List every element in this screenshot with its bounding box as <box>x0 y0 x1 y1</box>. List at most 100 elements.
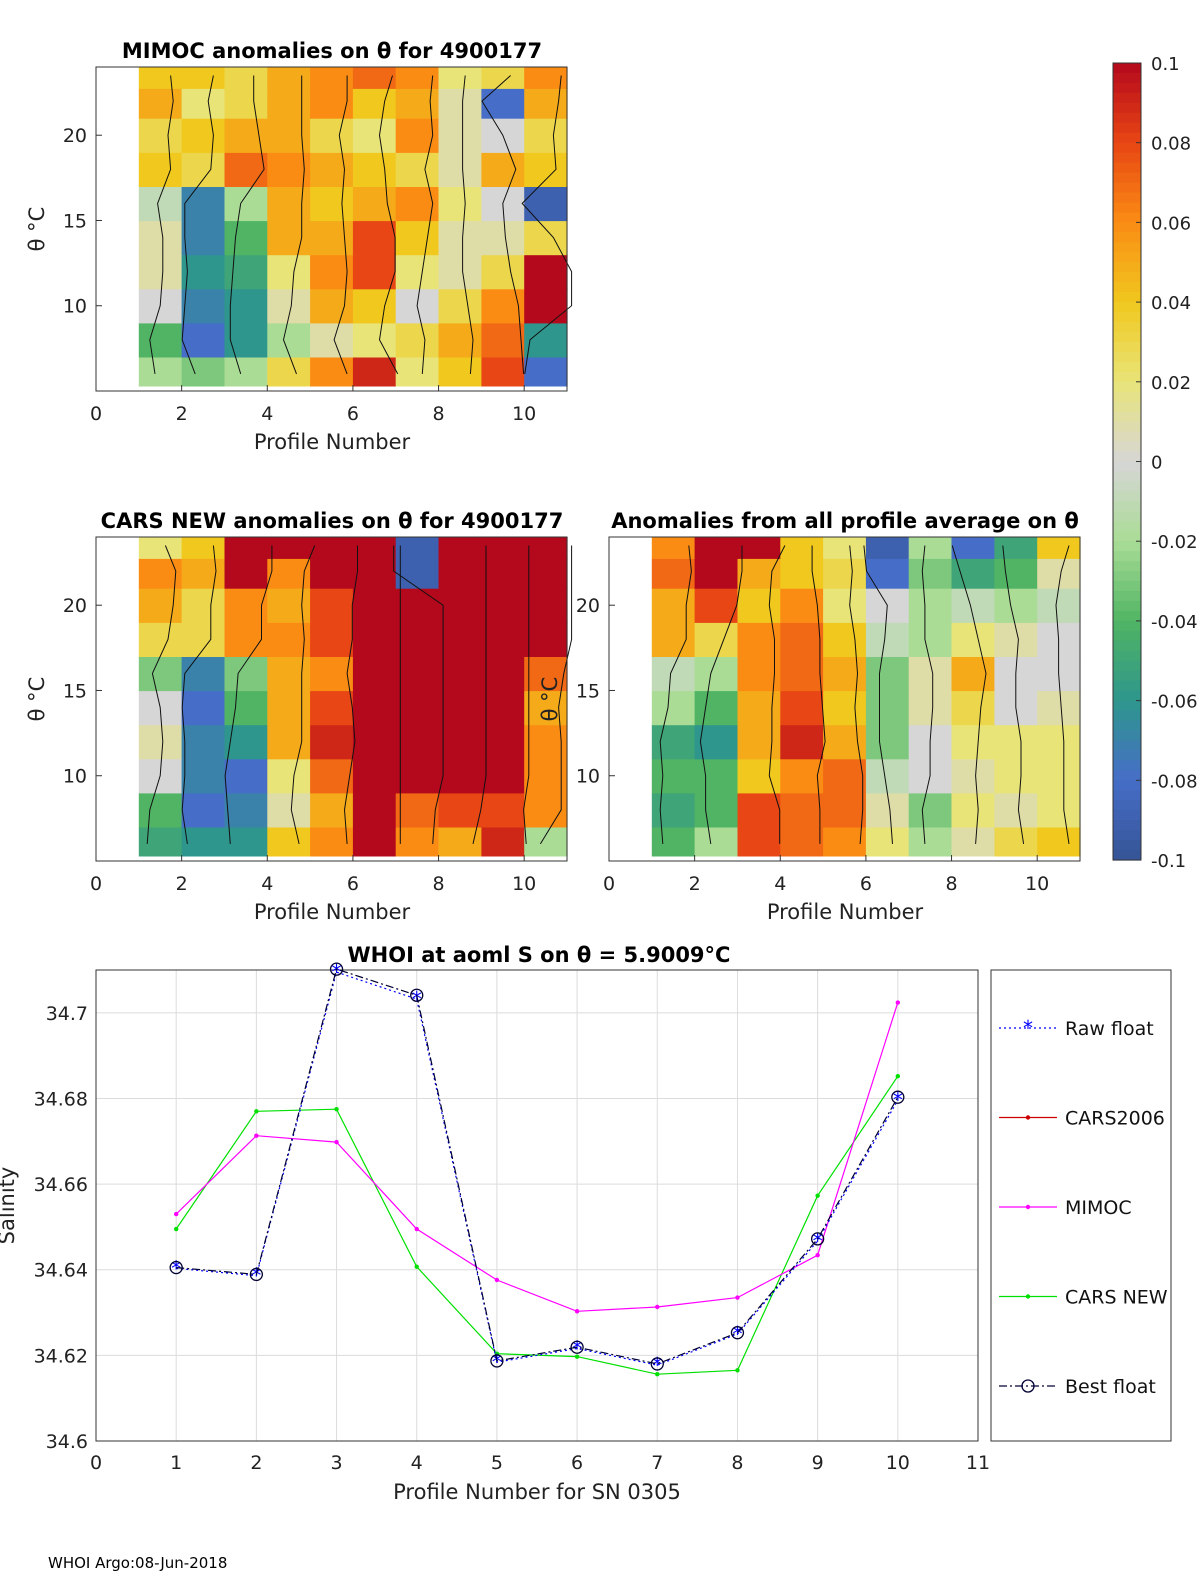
heatmap-cell <box>481 690 525 726</box>
heatmap-cell <box>352 288 397 324</box>
x-tick-label: 8 <box>945 873 957 895</box>
data-point-mimoc <box>735 1295 740 1300</box>
heatmap-cell <box>865 826 910 857</box>
data-point-cars_new <box>334 1106 339 1112</box>
data-point-best_float <box>810 1232 825 1246</box>
heatmap-cell <box>737 558 781 589</box>
colorbar-segment <box>1113 830 1141 841</box>
data-point-mimoc <box>574 1309 580 1314</box>
legend-label-best_float: Best float <box>1065 1376 1156 1398</box>
heatmap-cell <box>395 656 440 692</box>
heatmap-cell <box>181 220 225 256</box>
heatmap-cell <box>352 792 397 828</box>
colorbar-segment <box>1113 292 1141 303</box>
heatmap-cell <box>651 724 696 760</box>
heatmap-cell <box>524 656 568 692</box>
heatmap-cell <box>737 690 781 726</box>
legend-marker-best_float <box>1021 1379 1035 1393</box>
heatmap-cell <box>395 826 440 857</box>
heatmap-cell <box>908 792 953 828</box>
y-tick-label: 34.68 <box>34 1088 88 1110</box>
heatmap-cell <box>352 88 397 119</box>
x-tick-label: 6 <box>860 873 872 895</box>
data-point-raw_float: * <box>652 1353 662 1377</box>
heatmap-cell <box>352 67 397 89</box>
colorbar-tick-label: 0.02 <box>1151 373 1191 394</box>
heatmap-cell <box>865 656 910 692</box>
heatmap-cell <box>438 588 482 623</box>
colorbar-tick-label: 0.1 <box>1151 54 1180 75</box>
heatmap-cell <box>438 724 482 760</box>
colorbar-segment <box>1113 511 1141 522</box>
colorbar-segment <box>1113 371 1141 383</box>
heatmap-cell <box>138 152 183 187</box>
line-chart-salinity: 0 1 2 3 4 5 6 7 8 9 10 11 34.6 34.62 34.64 34.66 34.68 34… <box>0 943 990 1504</box>
heatmap-cell <box>267 758 311 794</box>
heatmap-cell <box>780 558 824 589</box>
heatmap-cell <box>780 792 824 828</box>
heatmap-cell <box>352 118 397 153</box>
heatmap-cell <box>651 537 696 559</box>
legend-marker-raw_float: * <box>1023 1016 1033 1040</box>
colorbar-segment <box>1113 232 1141 243</box>
colorbar-segment <box>1113 82 1141 94</box>
heatmap-cell <box>865 724 910 760</box>
legend: * Raw float CARS2006 MIMOC CARS NEW Best floa… <box>990 969 1172 1442</box>
heatmap-cell <box>994 558 1038 589</box>
heatmap-cell <box>395 558 440 589</box>
heatmap-cell <box>737 724 781 760</box>
contour-line <box>849 545 864 844</box>
heatmap-cell <box>224 356 268 387</box>
contour-line <box>343 545 358 844</box>
y-tick-label: 34.62 <box>34 1345 88 1367</box>
heatmap-cell <box>438 792 482 828</box>
heatmap-cell <box>524 288 568 324</box>
heatmap-cell <box>438 152 482 187</box>
heatmap-cell <box>181 254 225 290</box>
data-point-best_float <box>249 1267 264 1282</box>
legend-label-mimoc: MIMOC <box>1065 1197 1132 1219</box>
heatmap-cell <box>481 826 525 857</box>
heatmap-cell <box>310 322 354 358</box>
heatmap-cell <box>908 622 953 657</box>
colorbar-segment <box>1113 282 1141 293</box>
heatmap-cell <box>524 322 568 358</box>
axes-frame <box>95 536 568 862</box>
colorbar-segment <box>1113 152 1141 164</box>
legend-marker-cars2006 <box>1025 1115 1031 1120</box>
colorbar-segment <box>1113 262 1141 273</box>
heatmap-cell <box>737 537 781 559</box>
contour-line <box>378 75 399 375</box>
heatmap-cell <box>224 537 268 559</box>
heatmap-cell <box>138 118 183 153</box>
heatmap-cell <box>780 690 824 726</box>
heatmap-cell <box>138 792 183 828</box>
colorbar-segment <box>1113 431 1141 443</box>
heatmap-cell <box>395 220 440 256</box>
axes-frame <box>95 969 979 1442</box>
colorbar-segment <box>1113 252 1141 263</box>
x-tick-label: 2 <box>250 1452 262 1474</box>
colorbar-segment <box>1113 600 1141 612</box>
heatmap-cell <box>737 826 781 857</box>
heatmap-cell <box>138 322 183 358</box>
colorbar-segment <box>1113 820 1141 831</box>
heatmap-cell <box>438 826 482 857</box>
contour-line <box>472 545 487 845</box>
data-point-raw_float: * <box>572 1337 582 1361</box>
contour-line <box>768 545 786 844</box>
heatmap-cell <box>438 254 482 290</box>
heatmap-cell <box>481 88 525 119</box>
colorbar: 0.1 0.08 0.06 0.04 0.02 0 -0.02 -0.04 -0.06 -0.08… <box>1112 54 1198 872</box>
data-point-best_float <box>891 1090 905 1104</box>
data-point-best_float <box>169 1260 183 1275</box>
y-tick-label: 10 <box>576 766 600 788</box>
heatmap-cell <box>352 588 397 623</box>
colorbar-tick-label: 0 <box>1151 453 1162 474</box>
heatmap-cell <box>310 537 354 559</box>
heatmap-cell <box>267 322 311 358</box>
colorbar-tick-label: 0.06 <box>1151 213 1191 234</box>
chart-title: CARS NEW anomalies on θ for 4900177 <box>101 509 564 533</box>
heatmap-cell <box>951 690 995 726</box>
heatmap-cell <box>267 656 311 692</box>
